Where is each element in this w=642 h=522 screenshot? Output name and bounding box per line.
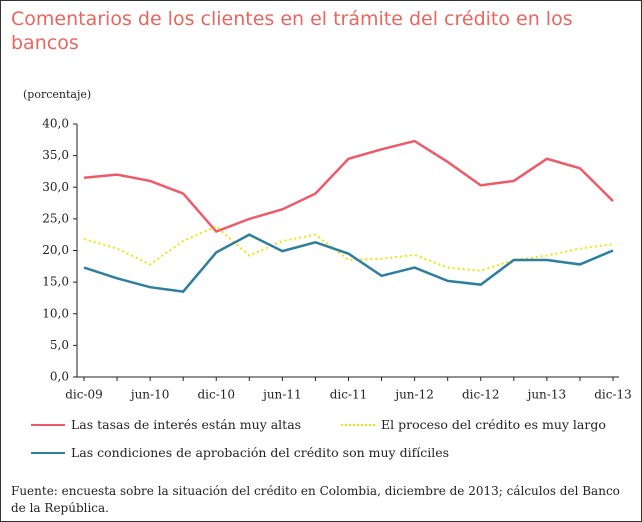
chart-title: Comentarios de los clientes en el trámit… bbox=[11, 8, 573, 54]
x-tick-label: dic-12 bbox=[462, 388, 500, 402]
legend-label: El proceso del crédito es muy largo bbox=[381, 417, 606, 432]
y-tick-label: 35,0 bbox=[42, 148, 69, 162]
legend-label: Las condiciones de aprobación del crédit… bbox=[71, 445, 450, 460]
y-tick-label: 20,0 bbox=[42, 243, 69, 257]
x-tick-label: jun-10 bbox=[129, 388, 170, 402]
y-tick-label: 25,0 bbox=[42, 211, 69, 225]
x-tick-label: jun-13 bbox=[526, 388, 567, 402]
x-tick-label: jun-11 bbox=[261, 388, 302, 402]
legend-swatch bbox=[31, 423, 65, 426]
x-tick-label: dic-10 bbox=[197, 388, 235, 402]
x-tick-label: jun-12 bbox=[393, 388, 434, 402]
series-line bbox=[83, 139, 614, 234]
series-line bbox=[83, 233, 614, 293]
legend-item: Las tasas de interés están muy altas bbox=[31, 417, 301, 432]
y-tick-label: 5,0 bbox=[50, 338, 69, 352]
y-tick-label: 10,0 bbox=[42, 306, 69, 320]
series-line bbox=[83, 225, 614, 272]
x-tick-label: dic-09 bbox=[65, 388, 103, 402]
chart: (porcentaje) 0,0 5,0 10,0 15,0 20,0 25,0 30,0 3… bbox=[23, 88, 632, 402]
y-axis-label: (porcentaje) bbox=[23, 88, 91, 101]
legend-swatch bbox=[31, 451, 65, 454]
y-tick-label: 30,0 bbox=[42, 180, 69, 194]
y-tick-label: 15,0 bbox=[42, 275, 69, 289]
y-tick-label: 40,0 bbox=[42, 117, 69, 131]
y-tick-label: 0,0 bbox=[50, 370, 69, 384]
source-note: Fuente: encuesta sobre la situación del … bbox=[11, 484, 620, 515]
x-tick-label: dic-13 bbox=[594, 388, 632, 402]
legend-label: Las tasas de interés están muy altas bbox=[71, 417, 302, 432]
x-tick-label: dic-11 bbox=[330, 388, 368, 402]
legend-item: Las condiciones de aprobación del crédit… bbox=[31, 445, 449, 460]
legend-item: El proceso del crédito es muy largo bbox=[341, 417, 606, 432]
legend-swatch bbox=[341, 423, 375, 426]
